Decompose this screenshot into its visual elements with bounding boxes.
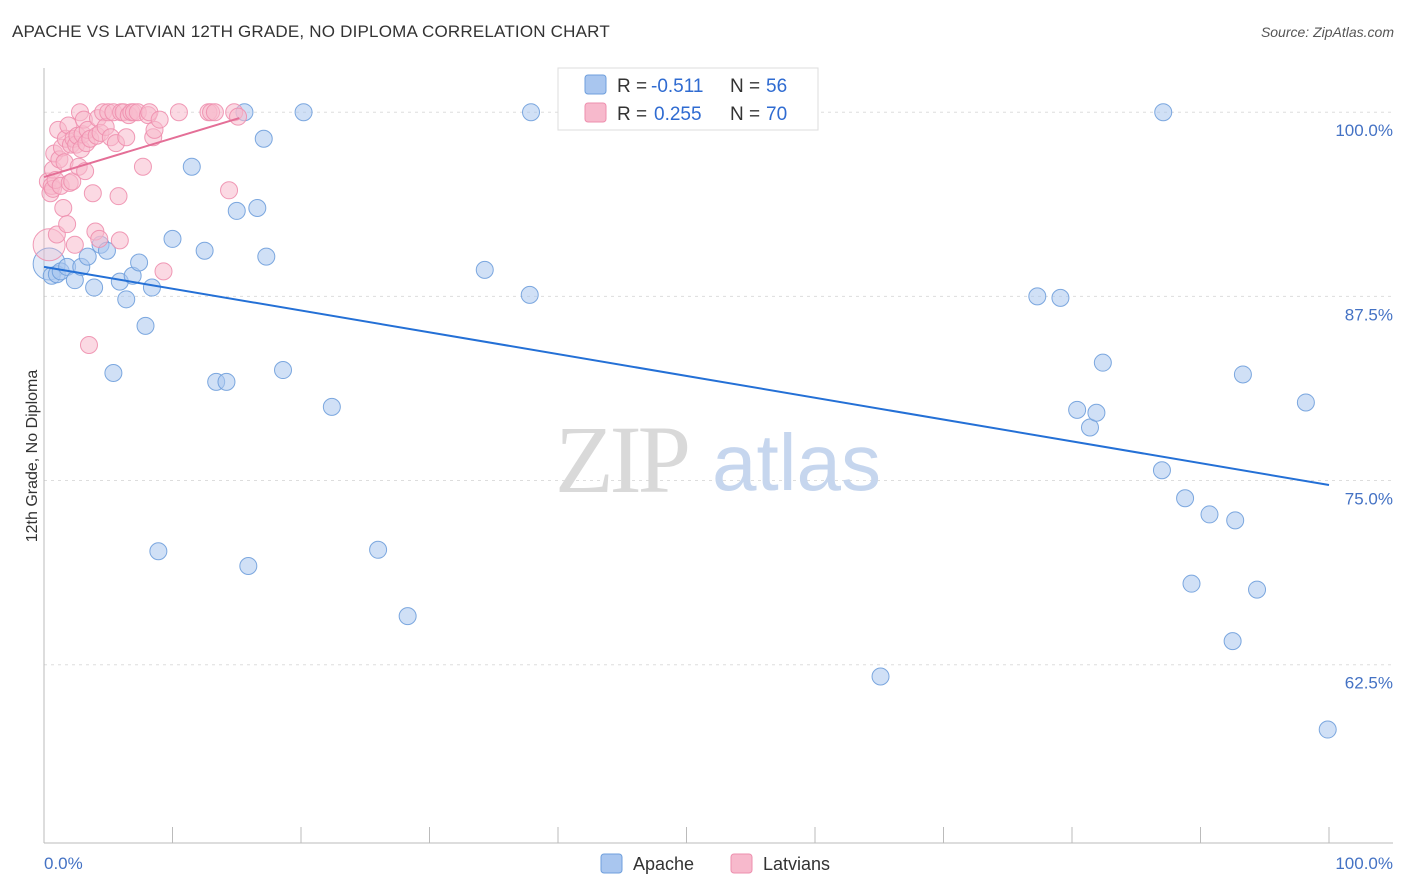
latvian-point-33 [79,335,98,354]
apache-point-52 [1226,511,1245,530]
legend-apache-n-label: N = [730,76,760,97]
latvian-points [32,103,248,354]
legend-latvians-n-value: 70 [766,104,787,125]
apache-point-33 [369,540,388,559]
legend-latvians-r-label: R = [617,104,647,125]
apache-point-35 [475,260,494,279]
x-tick-label-max: 100.0% [1335,854,1393,873]
latvian-point-61 [150,110,169,129]
bottom-legend-apache-swatch [600,853,623,874]
y-tick-labels: 100.0% 87.5% 75.0% 62.5% [1335,121,1393,693]
apache-point-23 [217,372,236,391]
latvian-point-56 [133,157,152,176]
apache-point-50 [1200,505,1219,524]
y-tick-label-3: 62.5% [1345,674,1393,693]
legend-apache-r-value: -0.511 [651,76,703,97]
apache-point-28 [254,129,273,148]
watermark-zip: ZIP [555,406,688,513]
bottom-legend-latvians-swatch [730,853,753,874]
apache-point-11 [104,363,123,382]
latvian-point-22 [65,235,84,254]
apache-point-56 [1318,720,1337,739]
legend-apache-r-label: R = [617,76,647,97]
apache-points [32,103,1337,739]
latvian-point-13 [54,198,73,217]
apache-point-42 [1068,400,1087,419]
apache-point-31 [294,103,313,122]
latvian-point-62 [154,262,173,281]
apache-point-26 [239,557,258,576]
apache-point-30 [274,361,293,380]
apache-point-8 [85,278,104,297]
apache-point-18 [149,542,168,561]
apache-point-7 [78,247,97,266]
apache-point-47 [1154,103,1173,122]
apache-point-49 [1182,574,1201,593]
x-axis-ticks [43,827,1330,843]
legend-apache-swatch [584,74,607,95]
legend-latvians-n-label: N = [730,104,760,125]
bottom-legend-apache-label: Apache [633,854,694,874]
latvian-point-69 [229,107,248,126]
latvian-point-66 [205,103,224,122]
y-tick-label-1: 87.5% [1345,305,1393,324]
apache-point-48 [1176,489,1195,508]
source-label: Source: ZipAtlas.com [1260,24,1394,40]
apache-point-13 [117,290,136,309]
apache-trend-line [43,265,1330,486]
apache-point-45 [1093,353,1112,372]
apache-point-29 [257,247,276,266]
series-legend: Apache Latvians [600,853,830,874]
latvian-point-67 [220,181,239,200]
apache-point-17 [142,278,161,297]
latvian-point-39 [90,229,109,248]
apache-point-19 [163,229,182,248]
y-tick-label-0: 100.0% [1335,121,1393,140]
bottom-legend-latvians-label: Latvians [763,854,830,874]
latvian-point-51 [117,128,136,147]
legend-apache-n-value: 56 [766,76,787,97]
apache-point-53 [1233,365,1252,384]
y-axis-title: 12th Grade, No Diploma [24,370,41,543]
chart-title: APACHE VS LATVIAN 12TH GRADE, NO DIPLOMA… [12,22,610,41]
apache-point-37 [522,103,541,122]
apache-point-34 [398,607,417,626]
apache-point-20 [182,157,201,176]
apache-point-21 [195,241,214,260]
apache-point-55 [1296,393,1315,412]
latvian-trend-line [43,117,240,178]
x-tick-label-min: 0.0% [44,854,83,873]
apache-point-41 [1051,288,1070,307]
apache-point-51 [1223,632,1242,651]
stats-legend: R = -0.511 N = 56 R = 0.255 N = 70 [557,67,819,131]
apache-point-46 [1152,461,1171,480]
watermark-atlas: atlas [712,418,881,507]
latvian-point-47 [109,187,128,206]
apache-point-24 [227,201,246,220]
apache-point-36 [520,285,539,304]
apache-point-54 [1248,580,1267,599]
apache-point-27 [248,198,267,217]
y-tick-label-2: 75.0% [1345,490,1393,509]
apache-point-44 [1087,403,1106,422]
apache-point-39 [871,667,890,686]
latvian-point-63 [169,103,188,122]
latvian-point-16 [58,215,77,234]
latvian-point-35 [83,184,102,203]
apache-point-15 [130,253,149,272]
apache-point-40 [1028,287,1047,306]
legend-latvians-swatch [584,102,607,123]
legend-latvians-r-value: 0.255 [654,104,702,125]
latvian-point-48 [110,231,129,250]
apache-point-32 [322,397,341,416]
apache-point-16 [136,316,155,335]
